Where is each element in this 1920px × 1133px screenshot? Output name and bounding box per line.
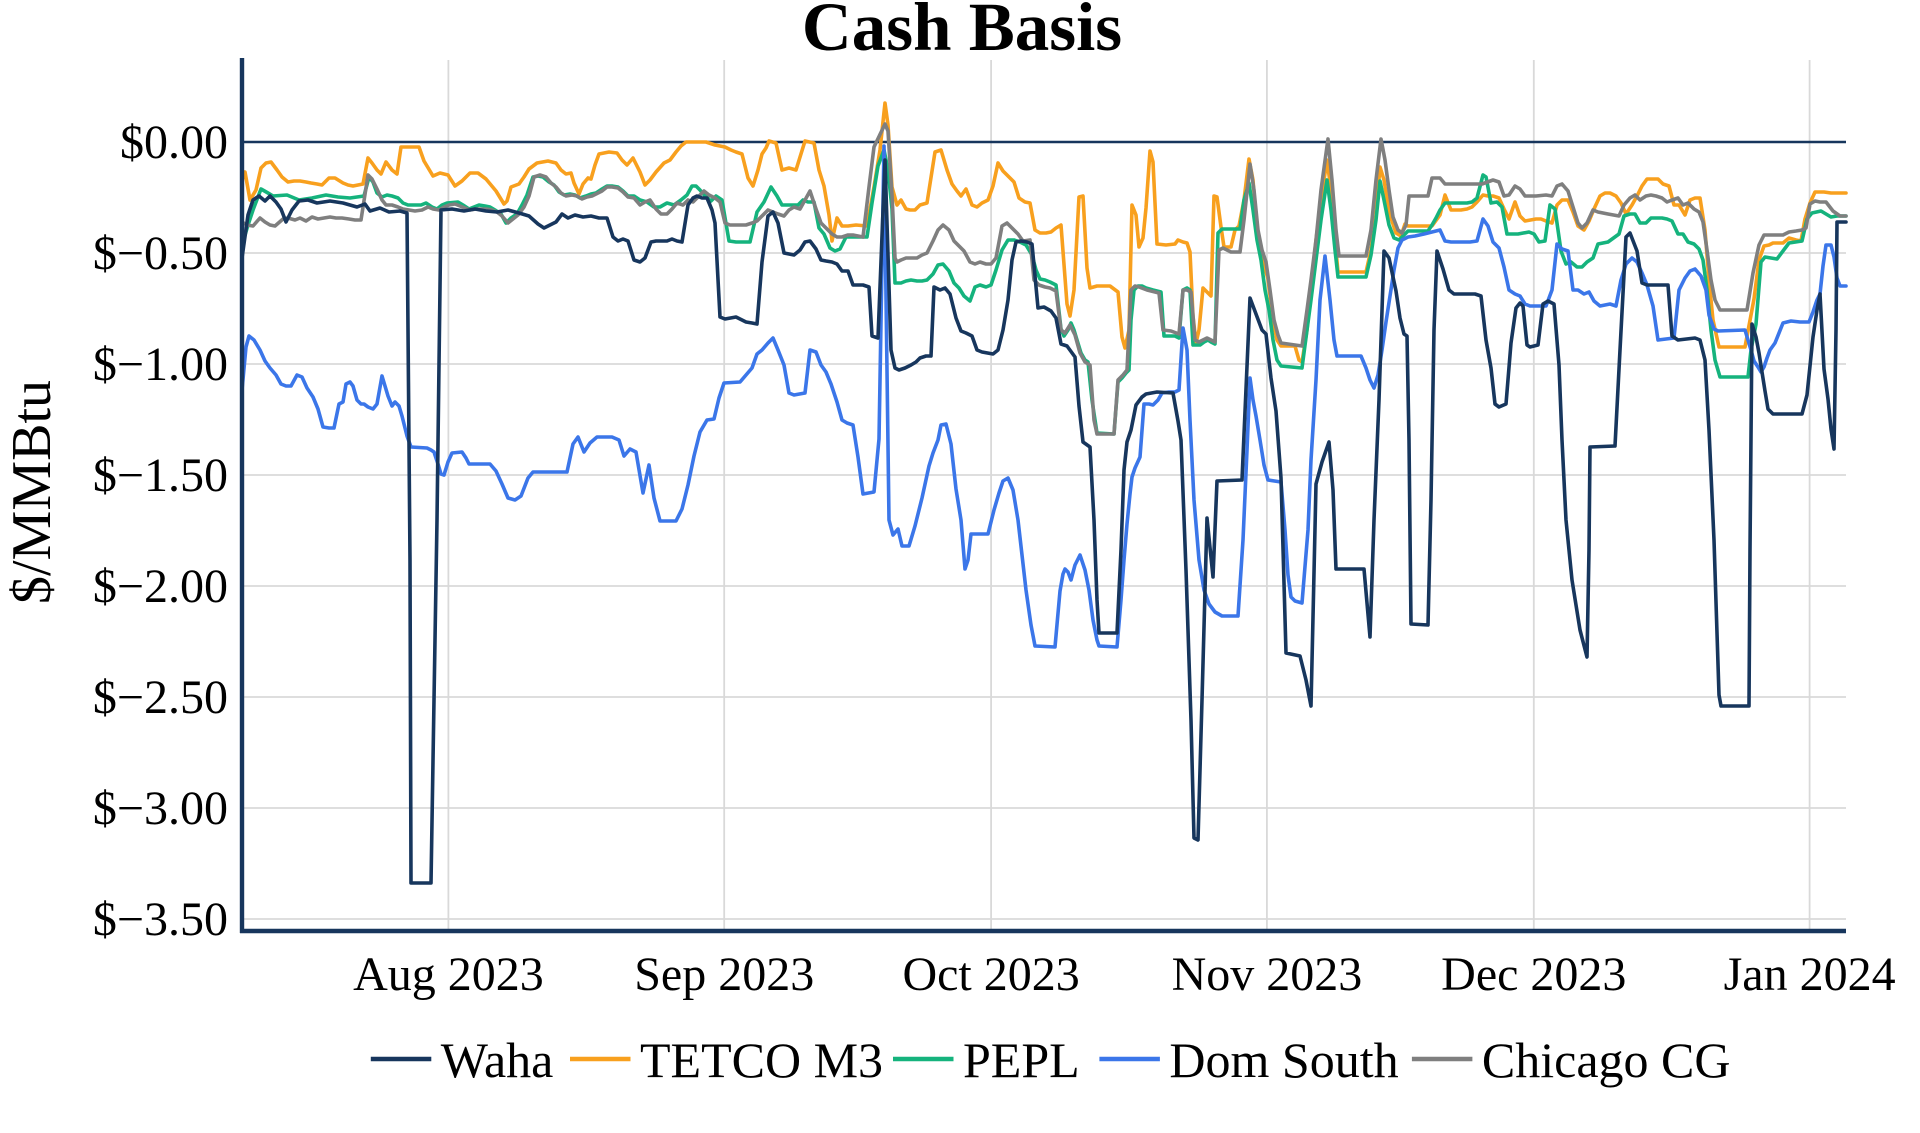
- svg-text:$/MMBtu: $/MMBtu: [1, 380, 63, 604]
- svg-text:$−2.50: $−2.50: [93, 671, 228, 724]
- svg-text:$−1.50: $−1.50: [93, 449, 228, 502]
- svg-text:$−3.00: $−3.00: [93, 782, 228, 835]
- svg-text:Dec 2023: Dec 2023: [1441, 948, 1626, 1001]
- svg-text:Sep 2023: Sep 2023: [634, 948, 814, 1001]
- svg-text:PEPL: PEPL: [963, 1032, 1080, 1088]
- svg-text:Aug 2023: Aug 2023: [353, 948, 544, 1001]
- svg-text:Oct 2023: Oct 2023: [902, 948, 1079, 1001]
- svg-text:$−3.50: $−3.50: [93, 893, 228, 946]
- svg-text:Dom South: Dom South: [1169, 1032, 1398, 1088]
- svg-text:$−1.00: $−1.00: [93, 338, 228, 391]
- svg-text:Jan 2024: Jan 2024: [1724, 948, 1896, 1001]
- svg-text:Nov 2023: Nov 2023: [1172, 948, 1363, 1001]
- svg-text:$0.00: $0.00: [120, 116, 228, 169]
- svg-text:$−0.50: $−0.50: [93, 227, 228, 280]
- svg-text:TETCO M3: TETCO M3: [640, 1032, 883, 1088]
- svg-text:Waha: Waha: [441, 1032, 554, 1088]
- svg-text:Chicago CG: Chicago CG: [1482, 1032, 1731, 1088]
- svg-text:Cash Basis: Cash Basis: [802, 0, 1122, 65]
- svg-text:$−2.00: $−2.00: [93, 560, 228, 613]
